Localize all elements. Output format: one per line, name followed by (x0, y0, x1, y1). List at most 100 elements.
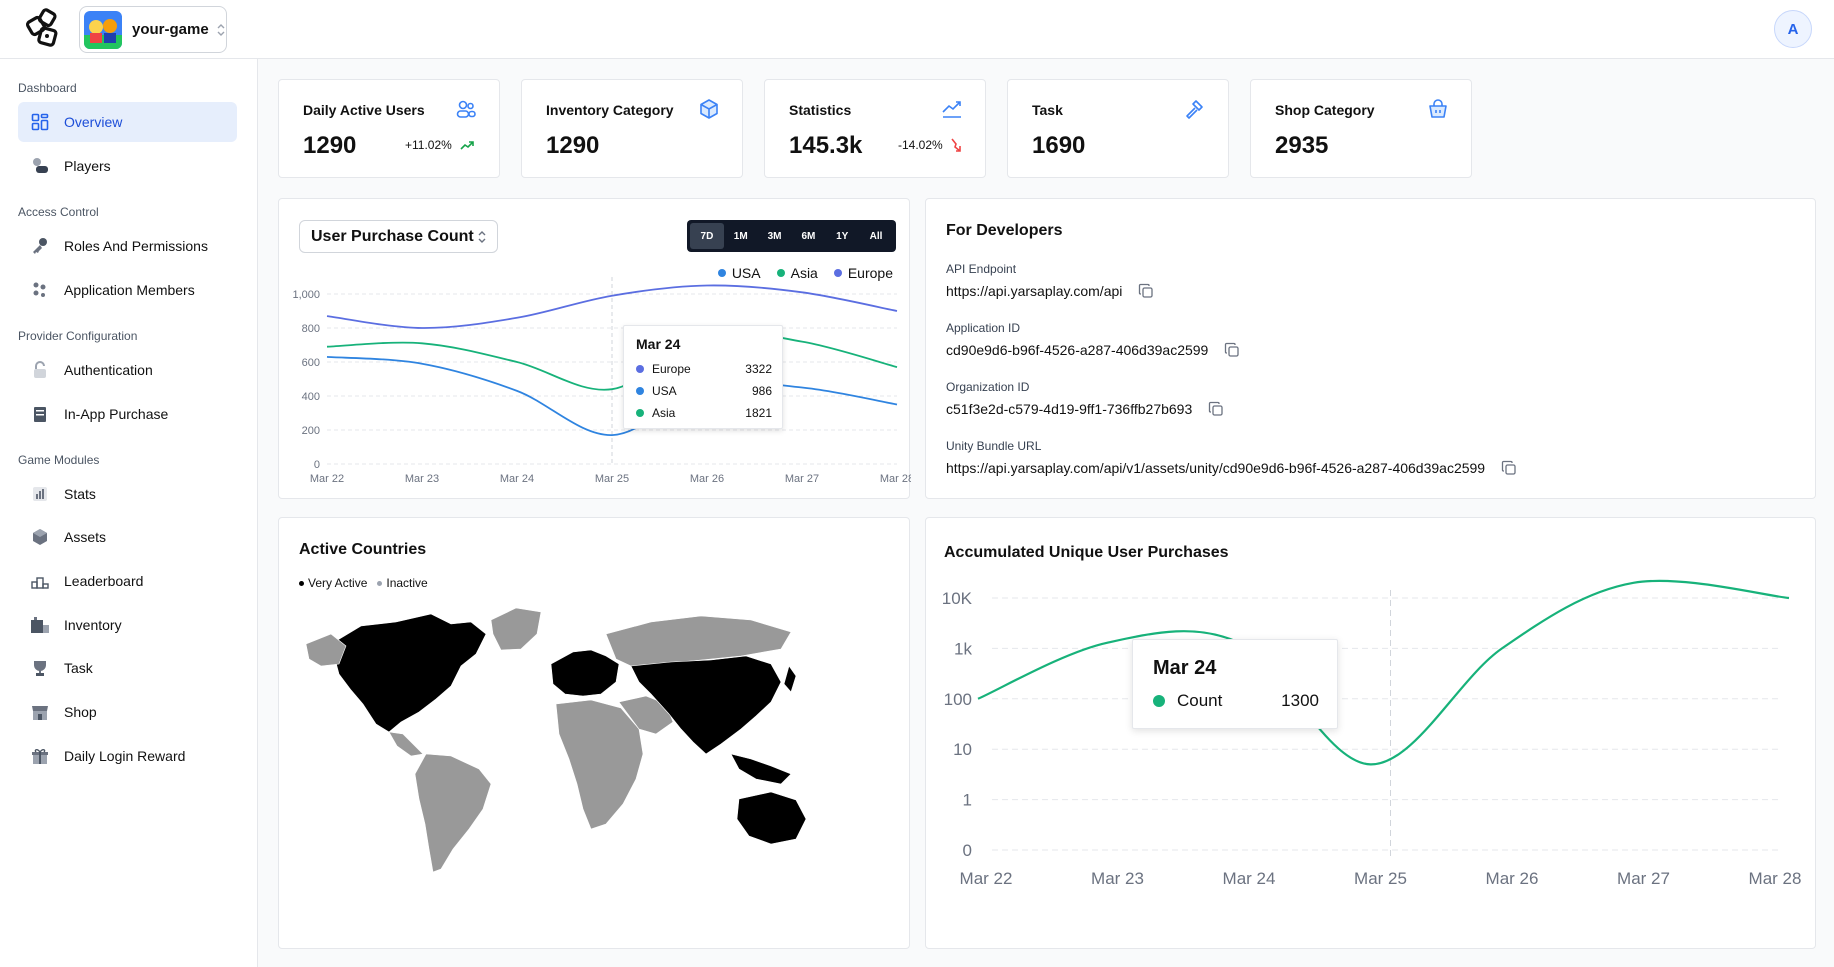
y-tick-label: 10K (942, 589, 973, 608)
y-tick-label: 200 (302, 425, 320, 437)
range-3m[interactable]: 3M (767, 230, 782, 242)
accumulated-title: Accumulated Unique User Purchases (944, 544, 1229, 561)
sidebar-item-players[interactable]: Players (18, 146, 237, 186)
cube-icon (30, 527, 50, 547)
lock-icon (30, 360, 50, 380)
sidebar-item-label: Roles And Permissions (64, 238, 208, 254)
map-legend: Very Active Inactive (299, 576, 428, 590)
sidebar-item-label: Application Members (64, 282, 195, 298)
field-value[interactable]: https://api.yarsaplay.com/api (946, 283, 1123, 299)
range-all[interactable]: All (869, 230, 883, 242)
y-tick-label: 400 (302, 391, 320, 403)
sidebar-item-label: Overview (64, 114, 123, 130)
sidebar-item-daily-login-reward[interactable]: Daily Login Reward (18, 736, 237, 776)
active-countries-card: Active Countries Very Active Inactive (278, 517, 910, 949)
sidebar-item-label: Assets (64, 529, 107, 545)
sidebar-item-application-members[interactable]: Application Members (18, 270, 237, 310)
region-greenland (490, 607, 542, 651)
region-africa (555, 699, 644, 830)
field-value[interactable]: https://api.yarsaplay.com/api/v1/assets/… (946, 460, 1486, 476)
range-7d[interactable]: 7D (690, 223, 724, 249)
stat-value: 2935 (1275, 132, 1329, 159)
x-tick-label: Mar 27 (1617, 869, 1670, 888)
api-endpoint-label: API Endpoint (946, 262, 1017, 276)
x-tick-label: Mar 26 (1486, 869, 1539, 888)
legend-label: Very Active (308, 576, 368, 590)
stat-card-statistics: Statistics 145.3k -14.02% (764, 79, 986, 178)
sidebar-item-roles-and-permissions[interactable]: Roles And Permissions (18, 226, 237, 266)
range-1m[interactable]: 1M (733, 230, 748, 242)
sidebar-item-inventory[interactable]: Inventory (18, 605, 237, 645)
tooltip-value: 1821 (745, 406, 772, 420)
bar-chart-icon (30, 484, 50, 504)
tooltip-row-europe: Europe 3322 (636, 362, 772, 376)
x-tick-label: Mar 24 (500, 473, 534, 485)
x-tick-label: Mar 26 (690, 473, 724, 485)
grid-icon (30, 112, 50, 132)
sidebar-item-in-app-purchase[interactable]: In-App Purchase (18, 394, 237, 434)
stat-title: Shop Category (1275, 102, 1375, 118)
sidebar-item-shop[interactable]: Shop (18, 692, 237, 732)
sidebar-item-overview[interactable]: Overview (18, 102, 237, 142)
sidebar-item-task[interactable]: Task (18, 648, 237, 688)
stat-card-task: Task 1690 (1007, 79, 1229, 178)
x-tick-label: Mar 28 (1749, 869, 1802, 888)
user-avatar[interactable]: A (1774, 10, 1812, 48)
purchase-metric-select[interactable]: User Purchase Count (299, 220, 498, 253)
sidebar-item-authentication[interactable]: Authentication (18, 350, 237, 390)
copy-icon[interactable] (1138, 283, 1154, 299)
legend-item-usa[interactable]: USA (717, 265, 761, 281)
application-id-value: cd90e9d6-b96f-4526-a287-406d39ac2599 (946, 342, 1240, 358)
x-tick-label: Mar 22 (310, 473, 344, 485)
game-name: your-game (132, 21, 209, 38)
sidebar-item-label: Leaderboard (64, 573, 144, 589)
time-range-selector: 7D 1M 3M 6M 1Y All (687, 220, 896, 252)
legend-item-europe[interactable]: Europe (833, 265, 893, 281)
active-countries-title: Active Countries (299, 541, 427, 558)
tooltip-row-usa: USA 986 (636, 384, 772, 398)
sidebar-item-assets[interactable]: Assets (18, 517, 237, 557)
field-value[interactable]: c51f3e2d-c579-4d19-9ff1-736ffb27b693 (946, 401, 1193, 417)
trend-down-icon (951, 138, 961, 152)
field-value[interactable]: cd90e9d6-b96f-4526-a287-406d39ac2599 (946, 342, 1209, 358)
developers-title: For Developers (946, 222, 1063, 239)
stat-value: 145.3k (789, 132, 863, 159)
x-tick-label: Mar 28 (880, 473, 911, 485)
stat-change: +11.02% (405, 138, 474, 152)
copy-icon[interactable] (1224, 342, 1240, 358)
game-switcher[interactable]: your-game (79, 6, 227, 53)
game-thumbnail (84, 10, 122, 49)
stat-title: Statistics (789, 102, 852, 118)
top-bar: your-game A (0, 0, 1834, 59)
y-tick-label: 1,000 (292, 289, 320, 301)
range-6m[interactable]: 6M (801, 230, 816, 242)
y-tick-label: 800 (302, 323, 320, 335)
sidebar-item-label: Inventory (64, 617, 122, 633)
region-north-america (330, 613, 487, 733)
hammer-icon (1186, 100, 1203, 119)
range-1y[interactable]: 1Y (836, 230, 849, 242)
tooltip-label: USA (652, 384, 677, 398)
podium-icon (30, 571, 50, 591)
tooltip-date: Mar 24 (636, 336, 681, 352)
members-icon (30, 280, 50, 300)
chevron-up-down-icon (478, 231, 486, 243)
region-europe (550, 649, 620, 697)
stat-title: Inventory Category (546, 102, 674, 118)
tooltip-label: Europe (652, 362, 691, 376)
region-central-america (388, 731, 424, 757)
sidebar-item-label: Task (64, 660, 93, 676)
stat-change-value: +11.02% (405, 138, 452, 152)
region-middle-east (618, 695, 674, 735)
copy-icon[interactable] (1208, 401, 1224, 417)
unity-bundle-url-label: Unity Bundle URL (946, 439, 1042, 453)
x-tick-label: Mar 23 (1091, 869, 1144, 888)
legend-item-asia[interactable]: Asia (776, 265, 818, 281)
organization-id-value: c51f3e2d-c579-4d19-9ff1-736ffb27b693 (946, 401, 1224, 417)
sidebar-item-leaderboard[interactable]: Leaderboard (18, 561, 237, 601)
chart-legend: USA Asia Europe (717, 265, 893, 281)
sidebar-item-stats[interactable]: Stats (18, 474, 237, 514)
app-logo-icon[interactable] (23, 7, 63, 51)
x-tick-label: Mar 22 (960, 869, 1013, 888)
copy-icon[interactable] (1501, 460, 1517, 476)
